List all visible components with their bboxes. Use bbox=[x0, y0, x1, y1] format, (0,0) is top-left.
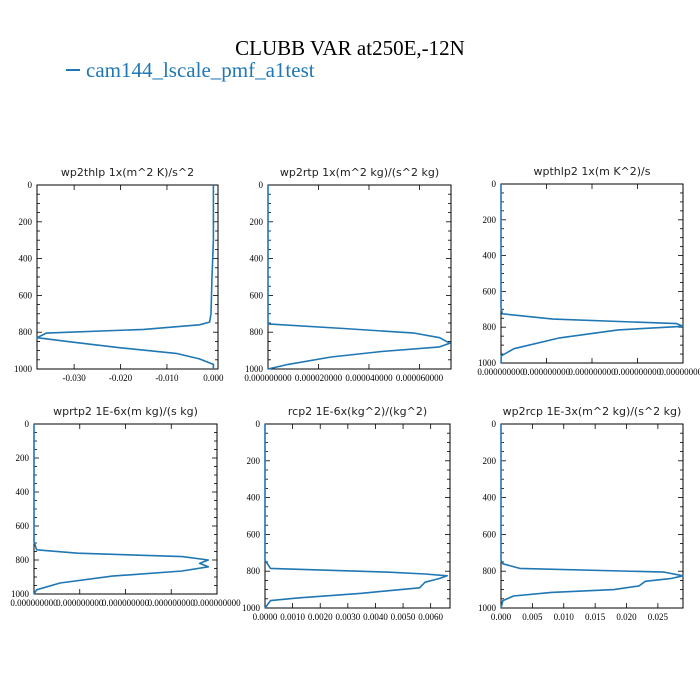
y-tick-label: 200 bbox=[19, 217, 33, 227]
x-tick-label: 0.025 bbox=[648, 612, 669, 622]
subplot-6: wp2rcp 1E-3x(m^2 kg)/(s^2 kg) 0 200 400 600 8… bbox=[478, 405, 684, 622]
x-tick-label: 0.000000000 bbox=[102, 598, 150, 608]
plot-frame bbox=[500, 183, 684, 364]
x-tick-label: 0.0000 bbox=[253, 612, 278, 622]
y-tick-label: 600 bbox=[247, 529, 261, 539]
y-tick-label: 200 bbox=[250, 217, 264, 227]
series-line bbox=[500, 184, 684, 364]
y-tick-label: 1000 bbox=[11, 589, 30, 599]
y-tick-label: 400 bbox=[247, 493, 261, 503]
x-tick-label: 0.0050 bbox=[391, 612, 416, 622]
y-tick-label: 0 bbox=[25, 419, 30, 429]
y-tick-label: 600 bbox=[250, 290, 264, 300]
series-line bbox=[264, 424, 449, 609]
x-tick-label: 0.0060 bbox=[418, 612, 443, 622]
y-tick-label: 800 bbox=[483, 322, 497, 332]
subplot-title: wpthlp2 1x(m K^2)/s bbox=[534, 165, 651, 178]
series-line bbox=[33, 424, 210, 595]
subplot-title: wprtp2 1E-6x(m kg)/(s kg) bbox=[53, 405, 198, 418]
subplot-3: wpthlp2 1x(m K^2)/s020040060080010000.00… bbox=[477, 165, 700, 377]
y-tick-label: 400 bbox=[16, 487, 30, 497]
y-tick-label: 400 bbox=[19, 254, 33, 264]
y-tick-label: 400 bbox=[483, 251, 497, 261]
y-tick-label: 0 bbox=[256, 419, 261, 429]
x-tick-label: 0.000000000 bbox=[10, 598, 58, 608]
y-tick-label: 1000 bbox=[478, 603, 497, 613]
x-tick-label: 0.000000000 bbox=[568, 367, 616, 377]
subplot-title: wp2rtp 1x(m^2 kg)/(s^2 kg) bbox=[280, 166, 439, 179]
series-line bbox=[36, 185, 215, 369]
x-tick-label: 0.000000000 bbox=[56, 598, 104, 608]
subplot-title: wp2thlp 1x(m^2 K)/s^2 bbox=[61, 166, 194, 179]
x-tick-label: 0.0030 bbox=[335, 612, 360, 622]
subplot-4: wprtp2 1E-6x(m kg)/(s kg) 0 200 400 600 800 10… bbox=[10, 405, 241, 608]
x-tick-label: 0.000000000 bbox=[477, 367, 525, 377]
x-tick-label: 0.0010 bbox=[280, 612, 305, 622]
y-tick-label: 400 bbox=[483, 493, 497, 503]
y-tick-label: 400 bbox=[250, 254, 264, 264]
figure-title: CLUBB VAR at250E,-12N bbox=[235, 36, 465, 60]
x-tick-label: 0.000000000 bbox=[193, 598, 241, 608]
subplot-1: wp2thlp 1x(m^2 K)/s^2 0 200 400 600 800 1000 -0… bbox=[14, 166, 224, 383]
y-tick-label: 800 bbox=[483, 566, 497, 576]
y-tick-label: 0 bbox=[259, 180, 264, 190]
y-tick-label: 0 bbox=[28, 180, 33, 190]
x-tick-label: 0.000000000 bbox=[614, 367, 662, 377]
y-tick-label: 200 bbox=[483, 215, 497, 225]
y-tick-label: 800 bbox=[19, 327, 33, 337]
x-tick-label: 0.0020 bbox=[308, 612, 333, 622]
y-tick-label: 600 bbox=[16, 521, 30, 531]
x-tick-label: 0.000 bbox=[491, 612, 512, 622]
x-tick-label: 0.000060000 bbox=[396, 373, 444, 383]
x-tick-label: 0.000040000 bbox=[345, 373, 393, 383]
series-line bbox=[500, 424, 684, 609]
plot-frame bbox=[264, 423, 451, 609]
x-tick-label: -0.030 bbox=[63, 373, 87, 383]
x-tick-label: 0.000000000 bbox=[244, 373, 292, 383]
series-line bbox=[267, 185, 451, 370]
x-tick-label: 0.000000000 bbox=[523, 367, 571, 377]
y-tick-label: 0 bbox=[492, 179, 497, 189]
y-tick-label: 600 bbox=[19, 290, 33, 300]
legend-series-label: cam144_lscale_pmf_a1test bbox=[86, 58, 315, 82]
y-tick-label: 200 bbox=[247, 456, 261, 466]
y-tick-label: 800 bbox=[247, 566, 261, 576]
y-tick-label: 0 bbox=[492, 419, 497, 429]
y-tick-label: 1000 bbox=[14, 364, 33, 374]
legend-line-swatch bbox=[66, 69, 80, 72]
y-tick-label: 800 bbox=[250, 327, 264, 337]
x-tick-label: 0.000000000 bbox=[148, 598, 196, 608]
plot-frame bbox=[267, 184, 452, 370]
x-tick-label: 0.020 bbox=[616, 612, 637, 622]
x-tick-label: 0.000 bbox=[203, 373, 224, 383]
y-tick-label: 1000 bbox=[242, 603, 261, 613]
subplot-title: wp2rcp 1E-3x(m^2 kg)/(s^2 kg) bbox=[503, 405, 682, 418]
x-tick-label: 0.005 bbox=[522, 612, 543, 622]
x-tick-label: 0.010 bbox=[554, 612, 575, 622]
y-tick-label: 600 bbox=[483, 529, 497, 539]
y-tick-label: 600 bbox=[483, 286, 497, 296]
x-tick-label: -0.010 bbox=[155, 373, 179, 383]
x-tick-label: 0.000020000 bbox=[295, 373, 343, 383]
x-tick-label: 0.000000000 bbox=[659, 367, 700, 377]
subplot-5: rcp2 1E-6x(kg^2)/(kg^2) 0 200 400 600 800 1000… bbox=[242, 405, 451, 622]
y-tick-label: 1000 bbox=[478, 358, 497, 368]
y-tick-label: 200 bbox=[483, 456, 497, 466]
legend: cam144_lscale_pmf_a1test bbox=[66, 58, 315, 83]
x-tick-label: 0.015 bbox=[585, 612, 606, 622]
subplot-title: rcp2 1E-6x(kg^2)/(kg^2) bbox=[288, 405, 427, 418]
y-tick-label: 800 bbox=[16, 555, 30, 565]
x-tick-label: -0.020 bbox=[109, 373, 133, 383]
y-tick-label: 200 bbox=[16, 453, 30, 463]
plot-frame bbox=[33, 423, 218, 595]
subplot-2: wp2rtp 1x(m^2 kg)/(s^2 kg) 0 200 400 600 800 1… bbox=[244, 166, 452, 383]
x-tick-label: 0.0040 bbox=[363, 612, 388, 622]
y-tick-label: 1000 bbox=[245, 364, 264, 374]
